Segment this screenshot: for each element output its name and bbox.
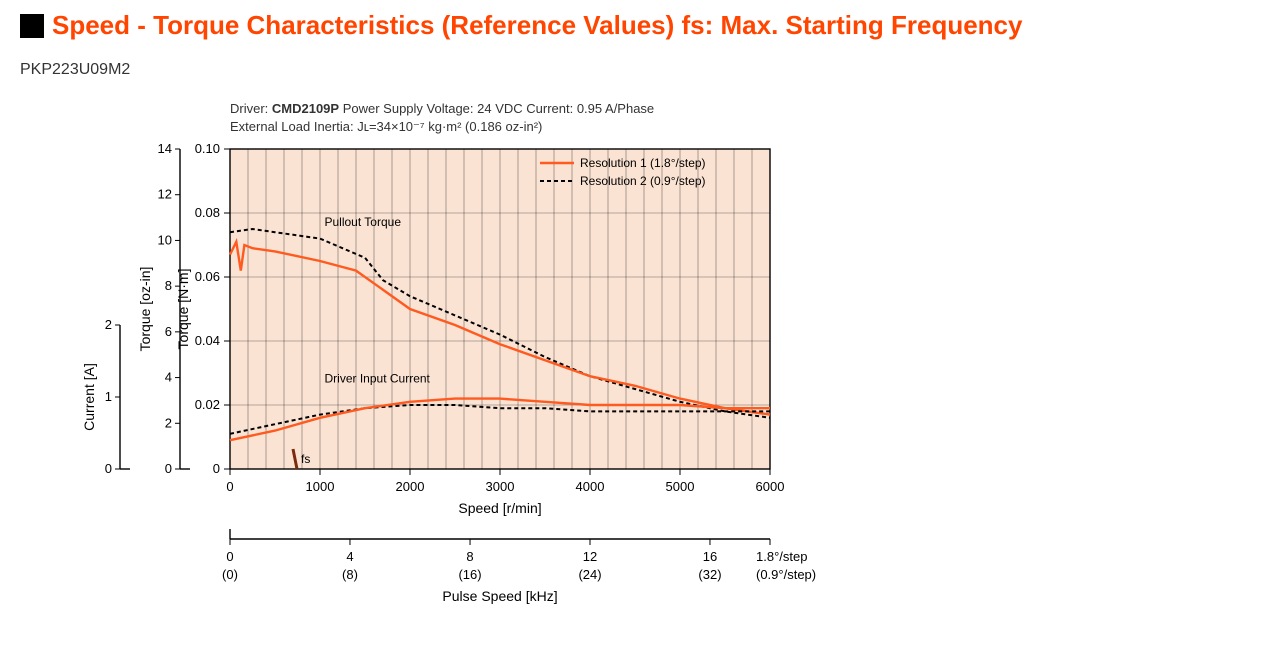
- x-axis-label: Speed [r/min]: [458, 500, 541, 516]
- legend-res1: Resolution 1 (1.8°/step): [580, 156, 706, 170]
- y-tick-ozin: 10: [158, 232, 172, 247]
- x-tick: 1000: [306, 479, 335, 494]
- pulse-tick-top: 12: [583, 549, 597, 564]
- pulse-tick-top: 4: [346, 549, 353, 564]
- y-tick-nm: 0.08: [195, 205, 220, 220]
- x-tick: 5000: [666, 479, 695, 494]
- pulse-tick-bottom: (0.9°/step): [756, 567, 816, 582]
- y-tick-ozin: 6: [165, 324, 172, 339]
- driver-info-line1: Driver: CMD2109P Power Supply Voltage: 2…: [230, 101, 654, 116]
- y-tick-ozin: 2: [165, 415, 172, 430]
- y-tick-ozin: 4: [165, 370, 172, 385]
- x-tick: 2000: [396, 479, 425, 494]
- y-tick-ozin: 14: [158, 141, 172, 156]
- title-row: Speed - Torque Characteristics (Referenc…: [20, 10, 1260, 41]
- title-square-icon: [20, 14, 44, 38]
- chart-container: fs0100020003000400050006000Speed [r/min]…: [60, 89, 890, 639]
- pulse-tick-bottom: (0): [222, 567, 238, 582]
- pulse-tick-bottom: (32): [698, 567, 721, 582]
- x-tick: 4000: [576, 479, 605, 494]
- pulse-axis-label: Pulse Speed [kHz]: [442, 588, 557, 604]
- speed-torque-chart: fs0100020003000400050006000Speed [r/min]…: [60, 89, 890, 639]
- y-tick-current: 2: [105, 317, 112, 332]
- driver-current-label: Driver Input Current: [325, 372, 431, 386]
- model-number: PKP223U09M2: [20, 61, 1260, 79]
- y-axis-label-ozin: Torque [oz-in]: [137, 267, 153, 352]
- x-tick: 0: [226, 479, 233, 494]
- y-tick-nm: 0.06: [195, 269, 220, 284]
- y-tick-nm: 0.10: [195, 141, 220, 156]
- pulse-tick-top: 0: [226, 549, 233, 564]
- pulse-tick-top: 8: [466, 549, 473, 564]
- y-axis-label-nm: Torque [N·m]: [175, 269, 191, 350]
- y-tick-current: 0: [105, 461, 112, 476]
- y-tick-nm: 0.04: [195, 333, 220, 348]
- y-tick-ozin: 8: [165, 278, 172, 293]
- pulse-tick-bottom: (8): [342, 567, 358, 582]
- pullout-label: Pullout Torque: [325, 215, 402, 229]
- y-tick-current: 1: [105, 389, 112, 404]
- x-tick: 3000: [486, 479, 515, 494]
- legend-res2: Resolution 2 (0.9°/step): [580, 174, 706, 188]
- fs-label: fs: [301, 452, 310, 466]
- y-axis-label-current: Current [A]: [81, 363, 97, 431]
- page-title: Speed - Torque Characteristics (Referenc…: [52, 10, 1022, 41]
- pulse-tick-bottom: (16): [458, 567, 481, 582]
- driver-info-line2: External Load Inertia: Jʟ=34×10⁻⁷ kg·m² …: [230, 119, 542, 134]
- y-tick-ozin: 0: [165, 461, 172, 476]
- x-tick: 6000: [756, 479, 785, 494]
- y-tick-nm: 0: [213, 461, 220, 476]
- y-tick-nm: 0.02: [195, 397, 220, 412]
- pulse-tick-bottom: (24): [578, 567, 601, 582]
- pulse-tick-top: 16: [703, 549, 717, 564]
- y-tick-ozin: 12: [158, 187, 172, 202]
- pulse-tick-top: 1.8°/step: [756, 549, 807, 564]
